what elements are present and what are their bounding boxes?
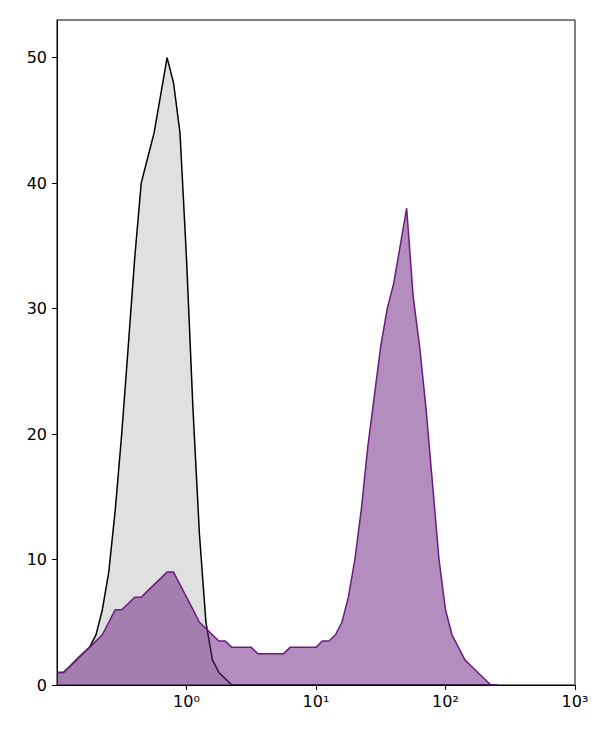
svg-text:30: 30 [27, 299, 47, 318]
svg-text:40: 40 [27, 174, 47, 193]
svg-text:50: 50 [27, 48, 47, 67]
svg-text:10: 10 [27, 550, 47, 569]
svg-text:10³: 10³ [562, 692, 589, 711]
svg-text:10¹: 10¹ [303, 692, 330, 711]
svg-text:0: 0 [37, 676, 47, 695]
svg-text:10²: 10² [432, 692, 459, 711]
svg-text:10⁰: 10⁰ [173, 692, 200, 711]
svg-text:20: 20 [27, 425, 47, 444]
